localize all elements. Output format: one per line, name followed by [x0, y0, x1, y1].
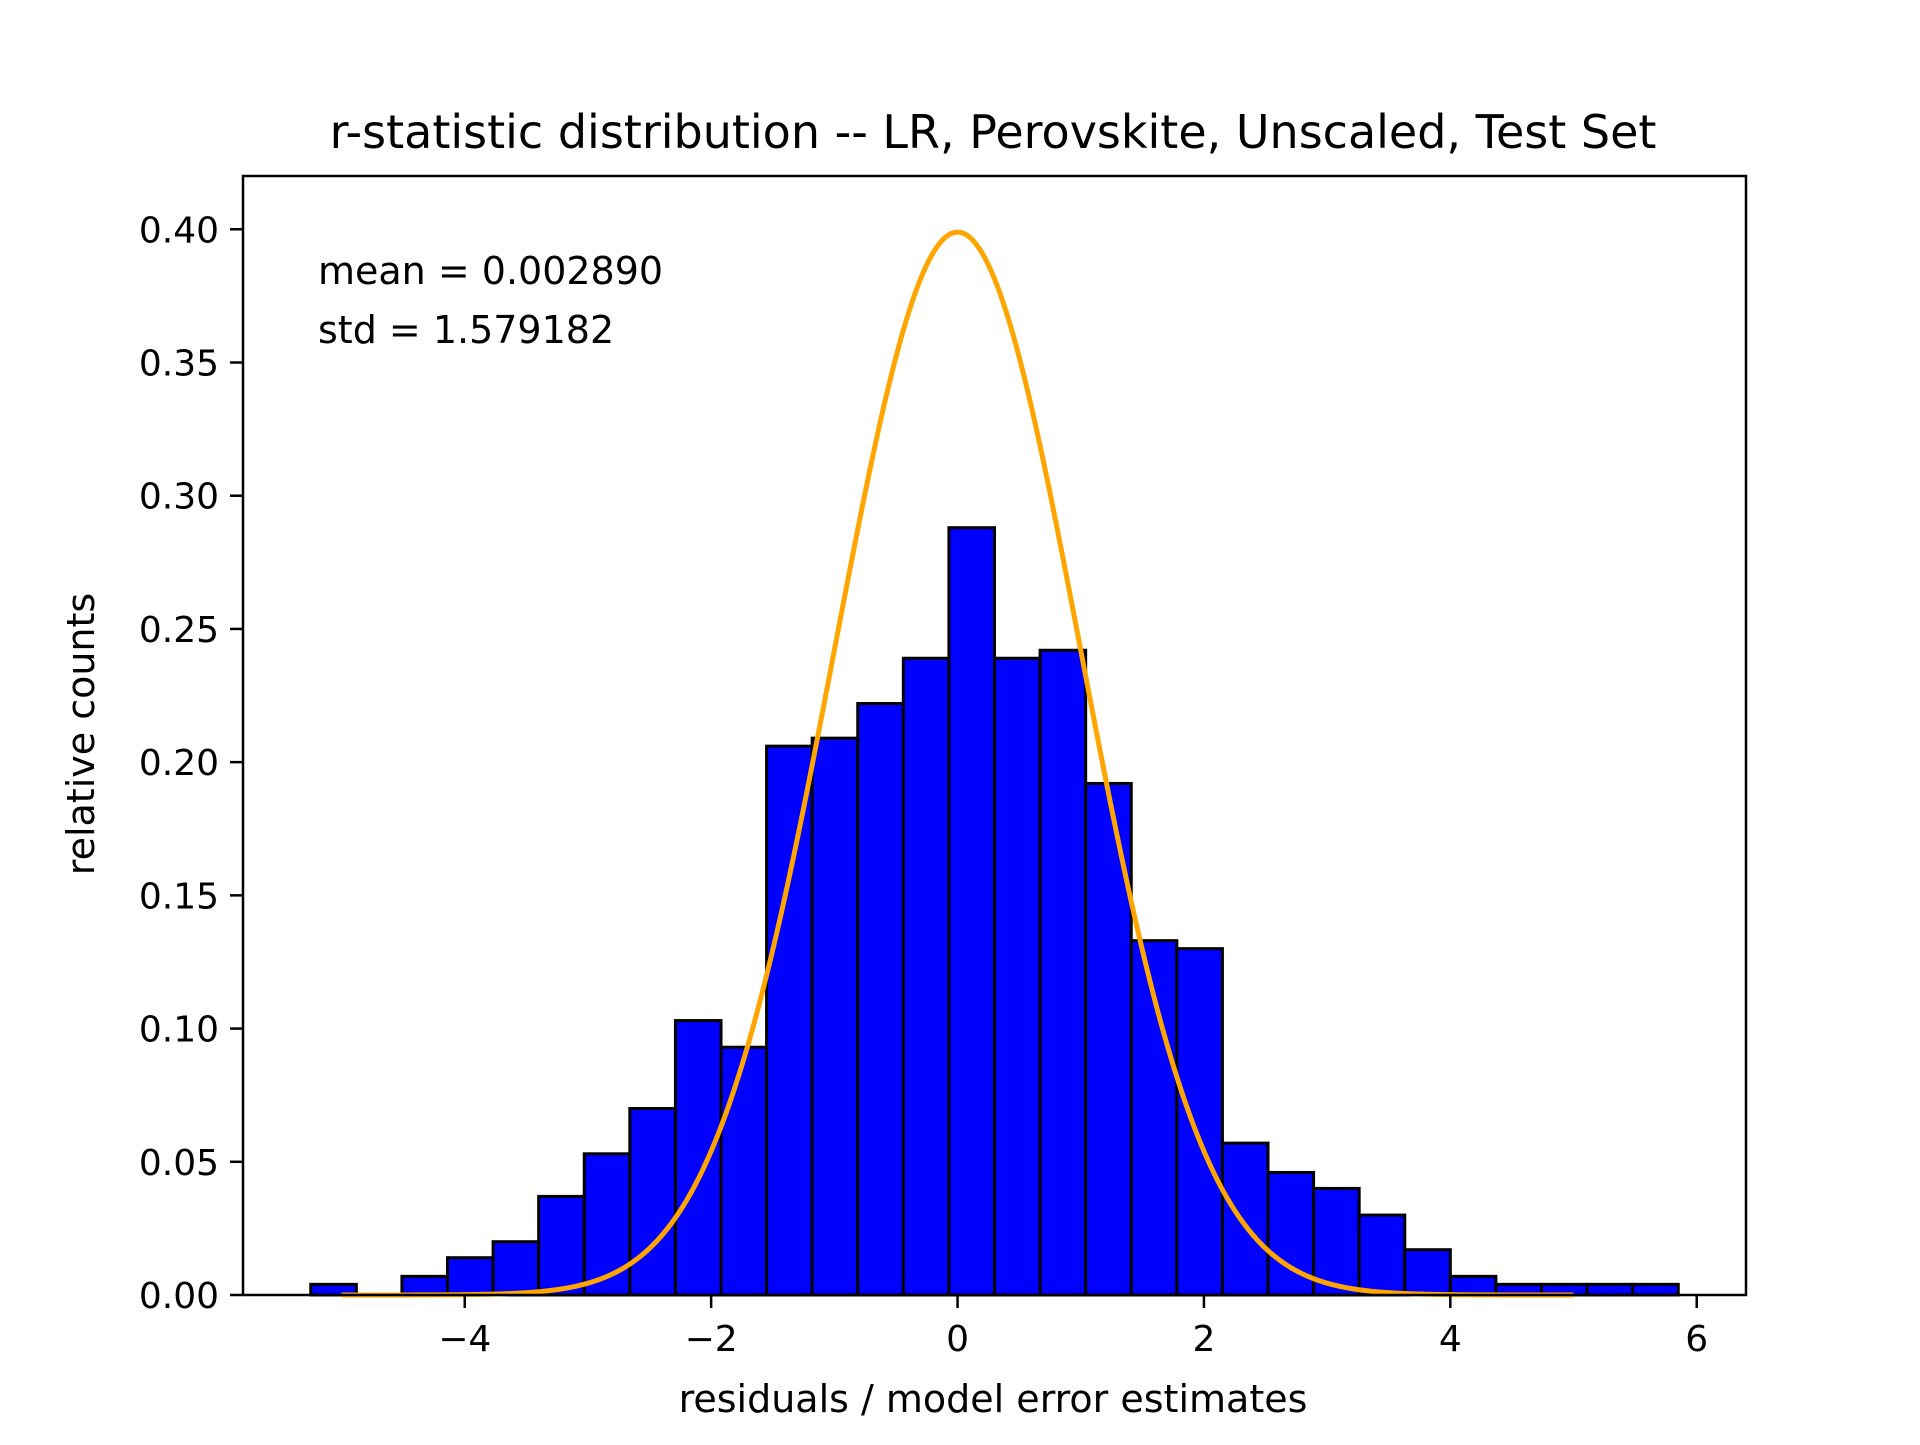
x-tick-label: 2: [1192, 1319, 1215, 1360]
histogram-bar: [765, 744, 814, 1297]
histogram-bar: [947, 526, 997, 1297]
histogram-bar: [537, 1194, 586, 1297]
histogram-bar: [673, 1019, 723, 1297]
mean-annotation: mean = 0.002890: [318, 249, 663, 293]
histogram-bar: [1631, 1282, 1680, 1297]
x-tick-label: −2: [685, 1319, 738, 1360]
x-tick-label: 6: [1685, 1319, 1708, 1360]
histogram-bar: [446, 1256, 495, 1297]
y-tick-label: 0.30: [139, 477, 219, 518]
histogram-bar: [1357, 1213, 1407, 1297]
histogram-bars: [309, 526, 1680, 1297]
x-tick-label: 4: [1439, 1319, 1462, 1360]
histogram-bar: [1038, 648, 1088, 1297]
y-tick-label: 0.10: [139, 1010, 219, 1051]
y-tick-label: 0.25: [139, 610, 219, 651]
histogram-bar: [628, 1107, 677, 1297]
histogram-bar: [400, 1274, 450, 1297]
normal-pdf-curve: [341, 229, 1574, 1298]
histogram-bar: [1448, 1274, 1498, 1297]
y-axis-ticks: 0.00 0.05 0.10 0.15 0.20 0.25 0.30 0.35 0.40: [139, 210, 243, 1317]
histogram-bar: [810, 736, 860, 1297]
histogram-bar: [719, 1045, 769, 1297]
histogram-bar: [1403, 1248, 1452, 1297]
histogram-bar: [1585, 1282, 1635, 1297]
y-tick-label: 0.00: [139, 1276, 219, 1317]
x-axis-ticks: −4 −2 0 2 4 6: [438, 1295, 1708, 1360]
chart-title: r-statistic distribution -- LR, Perovski…: [330, 105, 1657, 159]
y-tick-label: 0.20: [139, 743, 219, 784]
y-tick-label: 0.35: [139, 344, 219, 385]
x-axis-label: residuals / model error estimates: [679, 1377, 1308, 1421]
histogram-bar: [993, 656, 1042, 1297]
x-tick-label: −4: [438, 1319, 491, 1360]
y-tick-label: 0.40: [139, 210, 219, 251]
plot-area-frame: [241, 174, 1748, 1297]
histogram-bar: [1220, 1141, 1270, 1297]
std-annotation: std = 1.579182: [318, 308, 614, 352]
x-tick-label: 0: [946, 1319, 969, 1360]
histogram-bar: [901, 656, 951, 1297]
histogram-bar: [1175, 947, 1224, 1297]
histogram-bar: [491, 1240, 541, 1297]
histogram-bar: [856, 702, 905, 1297]
y-axis-label: relative counts: [59, 593, 103, 875]
y-tick-label: 0.05: [139, 1143, 219, 1184]
y-tick-label: 0.15: [139, 876, 219, 917]
